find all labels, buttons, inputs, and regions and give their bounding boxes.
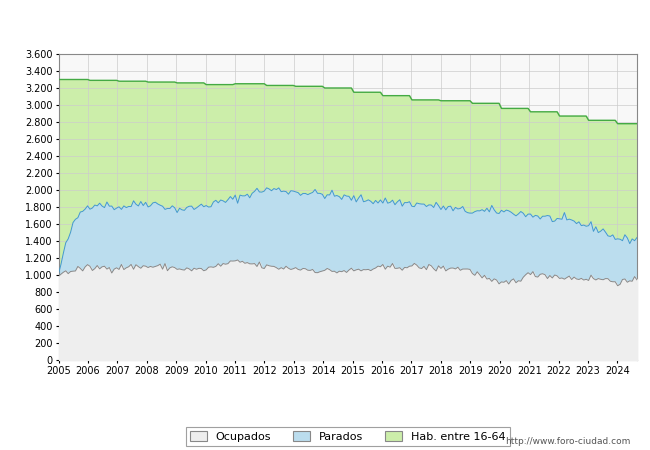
Text: http://www.foro-ciudad.com: http://www.foro-ciudad.com — [505, 436, 630, 446]
Text: Fuente Obejuna - Evolucion de la poblacion en edad de Trabajar Septiembre de 202: Fuente Obejuna - Evolucion de la poblaci… — [73, 14, 577, 27]
Legend: Ocupados, Parados, Hab. entre 16-64: Ocupados, Parados, Hab. entre 16-64 — [185, 427, 510, 446]
